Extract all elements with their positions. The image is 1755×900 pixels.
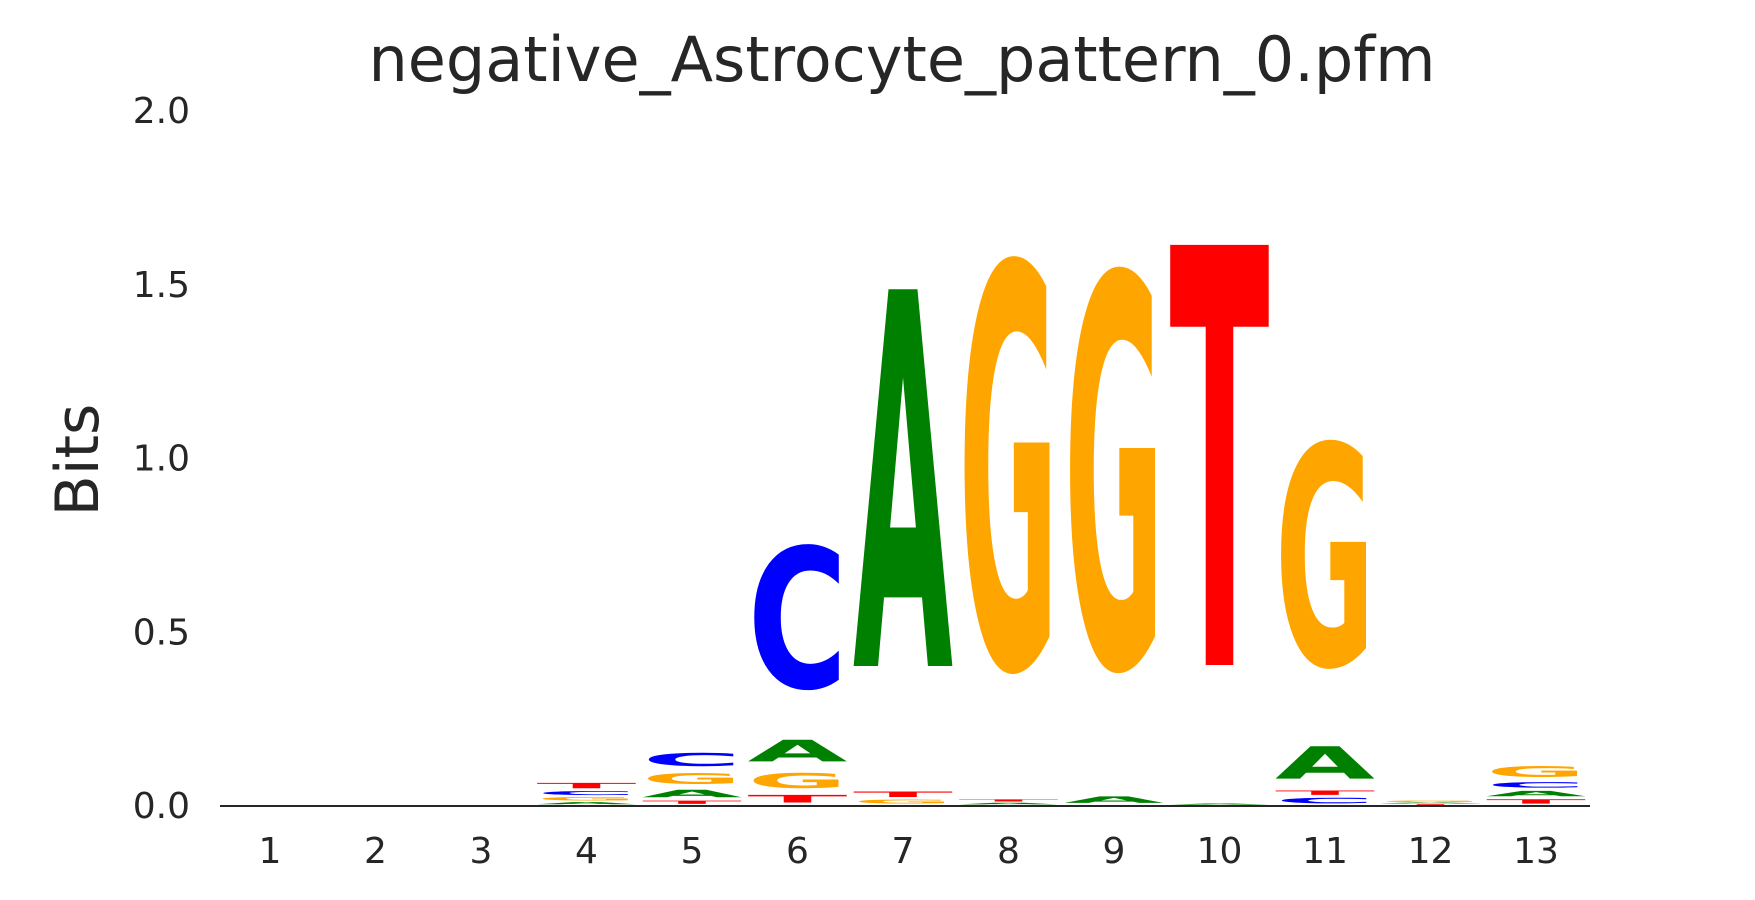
y-tick-label: 2.0: [133, 91, 190, 132]
logo-letter-c: C: [642, 749, 742, 770]
x-tick-label: 3: [470, 831, 493, 872]
logo-letter-a: A: [748, 734, 849, 769]
logo-letter-t: T: [1275, 789, 1375, 796]
logo-letter-a: A: [1381, 802, 1481, 803]
logo-letter-g: G: [537, 796, 637, 801]
chart-title: negative_Astrocyte_pattern_0.pfm: [368, 23, 1435, 96]
logo-letter-t: T: [1486, 798, 1586, 805]
x-tick-label: 7: [892, 831, 915, 872]
logo-letter-t: T: [748, 793, 848, 805]
logo-letter-t: T: [642, 800, 742, 805]
logo-column: ATG: [959, 155, 1059, 805]
logo-letter-c: C: [748, 509, 848, 733]
logo-letter-g: G: [959, 155, 1059, 797]
logo-letter-g: G: [1275, 385, 1375, 737]
x-tick-label: 12: [1408, 831, 1454, 872]
logo-letter-g: G: [853, 799, 953, 805]
logo-letter-t: T: [959, 799, 1059, 802]
logo-letter-c: C: [1275, 796, 1375, 805]
logo-letter-t: T: [1170, 132, 1271, 802]
logo-letter-a: A: [537, 802, 637, 805]
logo-letter-a: A: [1170, 803, 1270, 805]
x-tick-label: 4: [575, 831, 598, 872]
logo-letter-a: A: [853, 186, 954, 788]
logo-letter-g: G: [1486, 763, 1586, 780]
logo-letter-g: G: [642, 770, 742, 787]
logo-letter-t: T: [1381, 804, 1481, 805]
logo-column: AT: [1170, 132, 1271, 805]
logo-letter-a: A: [642, 788, 742, 800]
logo-column: GTA: [853, 186, 954, 805]
y-tick-label: 0.0: [133, 786, 190, 827]
x-axis-ticks: 1 2 3 4 5 6 7 8 9 10 11 12 13: [259, 831, 1559, 872]
logo-letter-t: T: [537, 781, 637, 790]
logo-letter-c: C: [537, 790, 637, 796]
logo-letter-a: A: [1275, 737, 1375, 789]
logo-letter-c: C: [1486, 781, 1586, 790]
y-axis-ticks: 0.0 0.5 1.0 1.5 2.0: [133, 91, 190, 827]
logo-letter-t: T: [853, 790, 953, 799]
y-axis-label: Bits: [43, 404, 113, 517]
x-tick-label: 2: [364, 831, 387, 872]
logo-letter-g: G: [1381, 800, 1481, 802]
y-tick-label: 1.0: [133, 439, 190, 480]
y-tick-label: 0.5: [133, 612, 190, 653]
x-tick-label: 13: [1513, 831, 1559, 872]
logo-letter-g: G: [748, 769, 848, 793]
x-tick-label: 6: [786, 831, 809, 872]
logo-letter-a: A: [959, 802, 1059, 805]
x-tick-label: 8: [997, 831, 1020, 872]
logo-column: AG: [1064, 166, 1164, 805]
logo-letter-a: A: [1486, 789, 1586, 798]
x-tick-label: 11: [1302, 831, 1348, 872]
y-tick-label: 1.5: [133, 265, 190, 306]
x-tick-label: 5: [681, 831, 704, 872]
logo-letter-a: A: [1064, 795, 1164, 805]
x-tick-label: 1: [259, 831, 282, 872]
logo-letter-g: G: [1064, 166, 1164, 792]
logo-column: TAG: [1381, 800, 1481, 805]
x-tick-label: 9: [1103, 831, 1126, 872]
x-tick-label: 10: [1197, 831, 1243, 872]
